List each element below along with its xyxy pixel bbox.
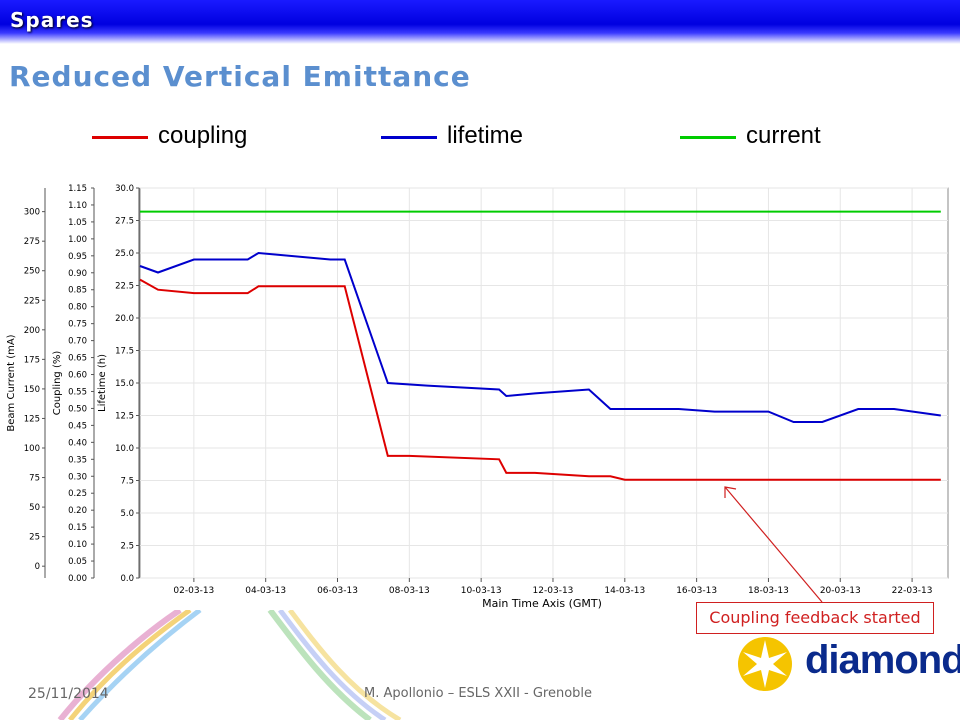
axis-tick-label: 10.0 bbox=[115, 444, 134, 454]
axis-tick-label: 0.10 bbox=[68, 540, 87, 550]
axis-tick-label: 200 bbox=[24, 326, 40, 336]
axis-tick-label: 100 bbox=[24, 444, 40, 454]
axis-tick-label: 0.95 bbox=[68, 252, 87, 262]
axis-tick-label: 12.5 bbox=[115, 412, 134, 422]
axis-tick-label: 0.75 bbox=[68, 320, 87, 330]
legend-label-current: current bbox=[746, 122, 821, 149]
axis-tick-label: 0.00 bbox=[68, 574, 87, 584]
axis-tick-label: 1.05 bbox=[68, 218, 87, 228]
axis-tick-label: 300 bbox=[24, 208, 40, 218]
legend-label-lifetime: lifetime bbox=[447, 122, 524, 149]
axis-tick-label: 17.5 bbox=[115, 347, 134, 357]
x-tick-label: 04-03-13 bbox=[245, 586, 286, 596]
axis-tick-label: 75 bbox=[29, 474, 40, 484]
x-tick-label: 18-03-13 bbox=[748, 586, 789, 596]
axis-tick-label: 0.40 bbox=[68, 438, 87, 448]
axis-tick-label: 150 bbox=[24, 385, 40, 395]
axis-tick-label: 0.35 bbox=[68, 455, 87, 465]
grid bbox=[140, 187, 948, 579]
axis-tick-label: 5.0 bbox=[120, 509, 134, 519]
axes: 0 25 50 75 100 125 150 175 200 225 250 275 300 Beam C… bbox=[6, 184, 933, 596]
axis-tick-label: 0.20 bbox=[68, 506, 87, 516]
axis-tick-label: 0.60 bbox=[68, 371, 87, 381]
series-lifetime-line bbox=[139, 251, 941, 423]
slide-title: Reduced Vertical Emittance bbox=[9, 60, 471, 93]
axis-tick-label: 0.90 bbox=[68, 269, 87, 279]
axis-tick-label: 0.85 bbox=[68, 286, 87, 296]
axis-tick-label: 225 bbox=[24, 296, 40, 306]
logo-text: diamond bbox=[805, 638, 960, 682]
decorative-swirl bbox=[57, 610, 402, 720]
axis-tick-label: 1.15 bbox=[68, 184, 87, 194]
axis-tick-label: 0.15 bbox=[68, 523, 87, 533]
axis-tick-label: 0.0 bbox=[120, 574, 134, 584]
x-tick-label: 12-03-13 bbox=[533, 586, 574, 596]
x-axis-label: Main Time Axis (GMT) bbox=[482, 597, 602, 610]
axis-title: Beam Current (mA) bbox=[6, 334, 17, 431]
callout-arrow bbox=[724, 486, 823, 603]
section-title: Spares bbox=[10, 8, 94, 32]
axis-tick-label: 0.50 bbox=[68, 404, 87, 414]
axis-tick-label: 125 bbox=[24, 414, 40, 424]
axis-title: Coupling (%) bbox=[52, 351, 63, 416]
x-tick-label: 16-03-13 bbox=[676, 586, 717, 596]
footer-date: 25/11/2014 bbox=[28, 686, 109, 702]
axis-tick-label: 250 bbox=[24, 267, 40, 277]
axis-title: Lifetime (h) bbox=[97, 354, 108, 412]
diamond-logo: diamond bbox=[735, 634, 960, 694]
x-tick-label: 02-03-13 bbox=[173, 586, 214, 596]
legend-swatch-current bbox=[680, 136, 736, 139]
axis-tick-label: 25.0 bbox=[115, 249, 134, 259]
axis-tick-label: 1.10 bbox=[68, 201, 87, 211]
logo-burst-icon bbox=[738, 637, 792, 691]
axis-tick-label: 0.25 bbox=[68, 489, 87, 499]
axis-tick-label: 22.5 bbox=[115, 282, 134, 292]
axis-tick-label: 0.45 bbox=[68, 421, 87, 431]
axis-tick-label: 30.0 bbox=[115, 184, 134, 194]
axis-tick-label: 2.5 bbox=[120, 542, 134, 552]
legend-swatch-coupling bbox=[92, 136, 148, 139]
series-group bbox=[139, 210, 941, 481]
axis-tick-label: 0.80 bbox=[68, 303, 87, 313]
x-tick-label: 20-03-13 bbox=[820, 586, 861, 596]
axis-tick-label: 25 bbox=[29, 533, 40, 543]
axis-tick-label: 0.55 bbox=[68, 387, 87, 397]
axis-tick-label: 0 bbox=[35, 562, 40, 572]
axis-tick-label: 0.30 bbox=[68, 472, 87, 482]
x-tick-label: 22-03-13 bbox=[892, 586, 933, 596]
axis-tick-label: 0.05 bbox=[68, 557, 87, 567]
axis-tick-label: 7.5 bbox=[120, 477, 134, 487]
axis-tick-label: 0.65 bbox=[68, 354, 87, 364]
callout-box: Coupling feedback started bbox=[696, 602, 934, 634]
header-bar: Spares bbox=[0, 0, 960, 44]
axis-tick-label: 1.00 bbox=[68, 235, 87, 245]
x-tick-label: 10-03-13 bbox=[461, 586, 502, 596]
x-tick-label: 14-03-13 bbox=[604, 586, 645, 596]
legend-swatch-lifetime bbox=[381, 136, 437, 139]
footer-credit: M. Apollonio – ESLS XXII - Grenoble bbox=[364, 686, 593, 701]
x-tick-label: 06-03-13 bbox=[317, 586, 358, 596]
series-coupling-line bbox=[139, 278, 941, 481]
axis-tick-label: 27.5 bbox=[115, 217, 134, 227]
legend-label-coupling: coupling bbox=[158, 122, 248, 149]
axis-tick-label: 50 bbox=[29, 503, 40, 513]
axis-tick-label: 0.70 bbox=[68, 337, 87, 347]
axis-tick-label: 15.0 bbox=[115, 379, 134, 389]
axis-tick-label: 275 bbox=[24, 237, 40, 247]
axis-tick-label: 20.0 bbox=[115, 314, 134, 324]
chart: 0 25 50 75 100 125 150 175 200 225 250 275 300 Beam C… bbox=[6, 184, 949, 610]
x-tick-label: 08-03-13 bbox=[389, 586, 430, 596]
axis-tick-label: 175 bbox=[24, 355, 40, 365]
